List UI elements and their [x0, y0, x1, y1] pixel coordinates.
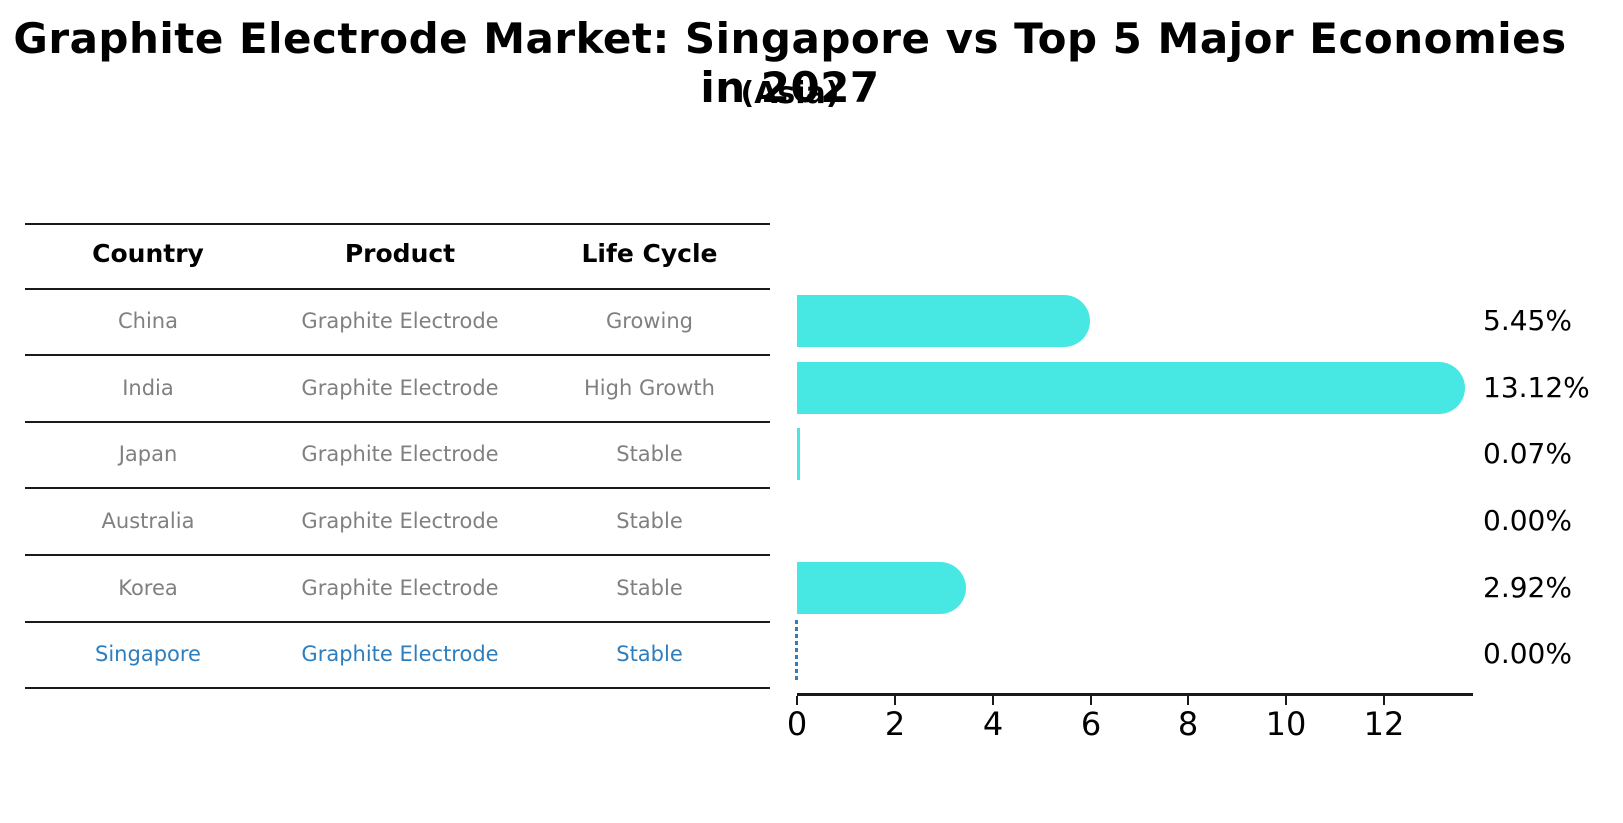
cell-life-cycle: Stable: [616, 642, 683, 666]
x-tick-label: 0: [786, 705, 808, 743]
x-axis-tick: [1187, 696, 1189, 705]
x-axis-tick: [992, 696, 994, 705]
cell-country: Korea: [118, 576, 178, 600]
value-label: 0.07%: [1483, 437, 1572, 470]
table-row-rule: [25, 554, 770, 556]
table-row-rule: [25, 487, 770, 489]
table-top-rule: [25, 223, 770, 225]
x-tick-label: 2: [884, 705, 906, 743]
cell-product: Graphite Electrode: [301, 576, 499, 600]
bar-japan: [797, 428, 801, 480]
value-label: 5.45%: [1483, 304, 1572, 337]
x-axis-tick: [1383, 696, 1385, 705]
cell-life-cycle: Stable: [616, 509, 683, 533]
cell-product: Graphite Electrode: [301, 642, 499, 666]
table-row-rule: [25, 354, 770, 356]
value-label: 0.00%: [1483, 504, 1572, 537]
x-tick-label: 12: [1363, 705, 1405, 743]
column-header-product: Product: [344, 239, 456, 268]
x-tick-label: 8: [1177, 705, 1199, 743]
column-header-life-cycle: Life Cycle: [581, 239, 718, 268]
cell-product: Graphite Electrode: [301, 442, 499, 466]
bar-korea: [797, 562, 966, 614]
table-bottom-rule: [25, 687, 770, 689]
x-axis-tick: [796, 696, 798, 705]
singapore-zero-dashed-line: [795, 620, 798, 682]
cell-country: Japan: [118, 442, 178, 466]
cell-product: Graphite Electrode: [301, 376, 499, 400]
table-header-rule: [25, 288, 770, 290]
table-row-rule: [25, 421, 770, 423]
column-header-country: Country: [92, 239, 204, 268]
x-axis-tick: [1090, 696, 1092, 705]
bar-china: [797, 295, 1090, 347]
bar-india: [797, 362, 1465, 414]
value-label: 0.00%: [1483, 637, 1572, 670]
cell-life-cycle: High Growth: [584, 376, 715, 400]
cell-life-cycle: Stable: [616, 442, 683, 466]
cell-country: Australia: [101, 509, 195, 533]
chart-title: Graphite Electrode Market: Singapore vs …: [13, 14, 1567, 112]
x-axis-line: [797, 693, 1473, 696]
cell-life-cycle: Growing: [606, 309, 693, 333]
cell-country: Singapore: [95, 642, 201, 666]
x-tick-label: 6: [1080, 705, 1102, 743]
cell-country: China: [118, 309, 178, 333]
x-axis-tick: [894, 696, 896, 705]
x-tick-label: 10: [1265, 705, 1307, 743]
x-axis-tick: [1285, 696, 1287, 705]
cell-product: Graphite Electrode: [301, 309, 499, 333]
value-label: 2.92%: [1483, 571, 1572, 604]
value-label: 13.12%: [1483, 371, 1590, 404]
table-row-rule: [25, 621, 770, 623]
cell-life-cycle: Stable: [616, 576, 683, 600]
x-tick-label: 4: [982, 705, 1004, 743]
cell-country: India: [122, 376, 174, 400]
cell-product: Graphite Electrode: [301, 509, 499, 533]
chart-subtitle: (Asia): [740, 76, 840, 111]
